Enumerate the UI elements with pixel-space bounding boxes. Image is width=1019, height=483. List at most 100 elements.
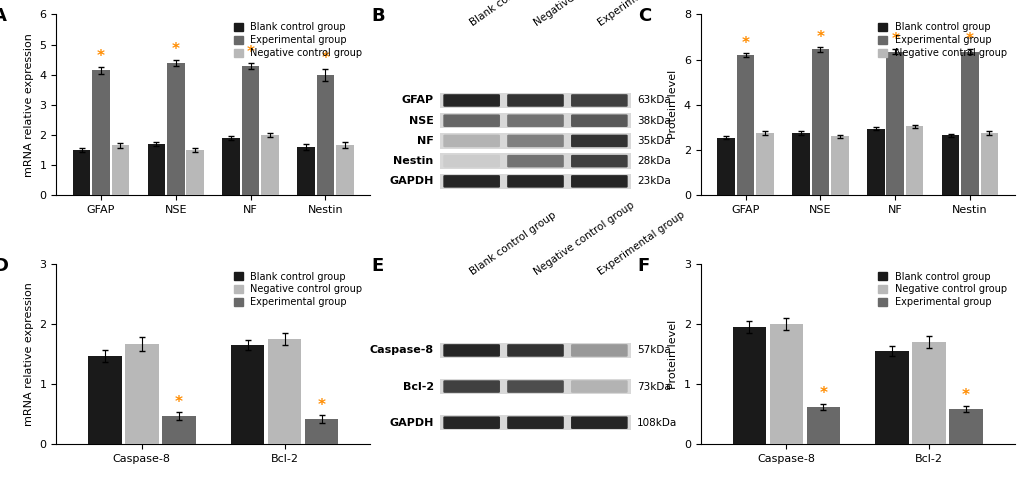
Legend: Blank control group, Negative control group, Experimental group: Blank control group, Negative control gr…: [231, 269, 365, 310]
FancyBboxPatch shape: [506, 416, 564, 429]
FancyBboxPatch shape: [506, 94, 564, 107]
FancyBboxPatch shape: [443, 114, 499, 127]
Bar: [716, 138, 735, 195]
FancyBboxPatch shape: [571, 175, 627, 188]
FancyBboxPatch shape: [443, 155, 499, 168]
Text: GAPDH: GAPDH: [389, 418, 433, 427]
Bar: [755, 133, 773, 195]
Bar: [911, 342, 945, 444]
Text: 108kDa: 108kDa: [637, 418, 677, 427]
Bar: [960, 52, 978, 195]
Bar: [768, 324, 802, 444]
Bar: [439, 93, 631, 108]
FancyBboxPatch shape: [571, 94, 627, 107]
Bar: [316, 75, 334, 195]
Text: GAPDH: GAPDH: [389, 176, 433, 186]
Bar: [167, 63, 184, 195]
Bar: [439, 133, 631, 149]
FancyBboxPatch shape: [571, 155, 627, 168]
Bar: [111, 145, 129, 195]
Bar: [88, 356, 121, 444]
FancyBboxPatch shape: [571, 416, 627, 429]
Bar: [736, 55, 754, 195]
Text: Negative control group: Negative control group: [532, 200, 636, 277]
Bar: [806, 407, 840, 444]
Text: 57kDa: 57kDa: [637, 345, 671, 355]
FancyBboxPatch shape: [506, 380, 564, 393]
Text: NF: NF: [417, 136, 433, 146]
Bar: [941, 135, 959, 195]
Legend: Blank control group, Experimental group, Negative control group: Blank control group, Experimental group,…: [874, 19, 1009, 61]
Text: Experimental group: Experimental group: [596, 210, 686, 277]
Y-axis label: mRNA relative expression: mRNA relative expression: [23, 282, 34, 426]
Text: 28kDa: 28kDa: [637, 156, 671, 166]
Text: B: B: [371, 7, 384, 25]
Bar: [125, 344, 159, 444]
Text: *: *: [818, 386, 826, 401]
FancyBboxPatch shape: [506, 175, 564, 188]
Bar: [732, 327, 765, 444]
Bar: [830, 136, 848, 195]
Text: *: *: [321, 51, 329, 66]
Text: Blank control group: Blank control group: [468, 0, 557, 28]
Bar: [439, 415, 631, 430]
FancyBboxPatch shape: [443, 344, 499, 357]
Bar: [268, 339, 302, 444]
Legend: Blank control group, Negative control group, Experimental group: Blank control group, Negative control gr…: [874, 269, 1009, 310]
Bar: [186, 150, 204, 195]
FancyBboxPatch shape: [571, 135, 627, 147]
Text: *: *: [97, 49, 105, 64]
Text: *: *: [965, 32, 973, 47]
FancyBboxPatch shape: [506, 135, 564, 147]
Text: *: *: [247, 44, 255, 59]
Text: Blank control group: Blank control group: [468, 211, 557, 277]
Text: 73kDa: 73kDa: [637, 382, 671, 392]
Bar: [148, 144, 165, 195]
FancyBboxPatch shape: [506, 344, 564, 357]
Text: GFAP: GFAP: [401, 96, 433, 105]
Text: 63kDa: 63kDa: [637, 96, 671, 105]
FancyBboxPatch shape: [443, 380, 499, 393]
FancyBboxPatch shape: [571, 380, 627, 393]
Text: *: *: [174, 395, 182, 410]
Text: 35kDa: 35kDa: [637, 136, 671, 146]
Text: *: *: [317, 398, 325, 413]
FancyBboxPatch shape: [443, 94, 499, 107]
Text: D: D: [0, 256, 8, 274]
Text: F: F: [637, 256, 649, 274]
Text: Nestin: Nestin: [393, 156, 433, 166]
Bar: [905, 126, 922, 195]
Bar: [439, 174, 631, 189]
Bar: [222, 138, 239, 195]
Y-axis label: mRNA relative expression: mRNA relative expression: [23, 33, 34, 177]
Bar: [886, 52, 903, 195]
Text: *: *: [961, 388, 969, 403]
FancyBboxPatch shape: [571, 114, 627, 127]
Text: A: A: [0, 7, 7, 25]
Bar: [439, 154, 631, 169]
Bar: [866, 128, 883, 195]
FancyBboxPatch shape: [571, 344, 627, 357]
Text: NSE: NSE: [409, 116, 433, 126]
Y-axis label: Protein level: Protein level: [667, 319, 678, 389]
Bar: [72, 150, 91, 195]
Text: *: *: [891, 32, 899, 47]
Bar: [242, 66, 259, 195]
Text: *: *: [741, 36, 749, 51]
Bar: [439, 379, 631, 394]
Legend: Blank control group, Experimental group, Negative control group: Blank control group, Experimental group,…: [231, 19, 365, 61]
Y-axis label: Protein level: Protein level: [667, 70, 678, 140]
Text: Negative control group: Negative control group: [532, 0, 636, 28]
FancyBboxPatch shape: [506, 114, 564, 127]
Bar: [335, 145, 354, 195]
Text: C: C: [637, 7, 650, 25]
Bar: [230, 345, 264, 444]
Bar: [811, 49, 828, 195]
Bar: [979, 133, 998, 195]
Text: Bcl-2: Bcl-2: [403, 382, 433, 392]
Bar: [439, 113, 631, 128]
Bar: [297, 147, 315, 195]
Bar: [261, 135, 278, 195]
Text: *: *: [171, 42, 179, 57]
Bar: [439, 343, 631, 358]
